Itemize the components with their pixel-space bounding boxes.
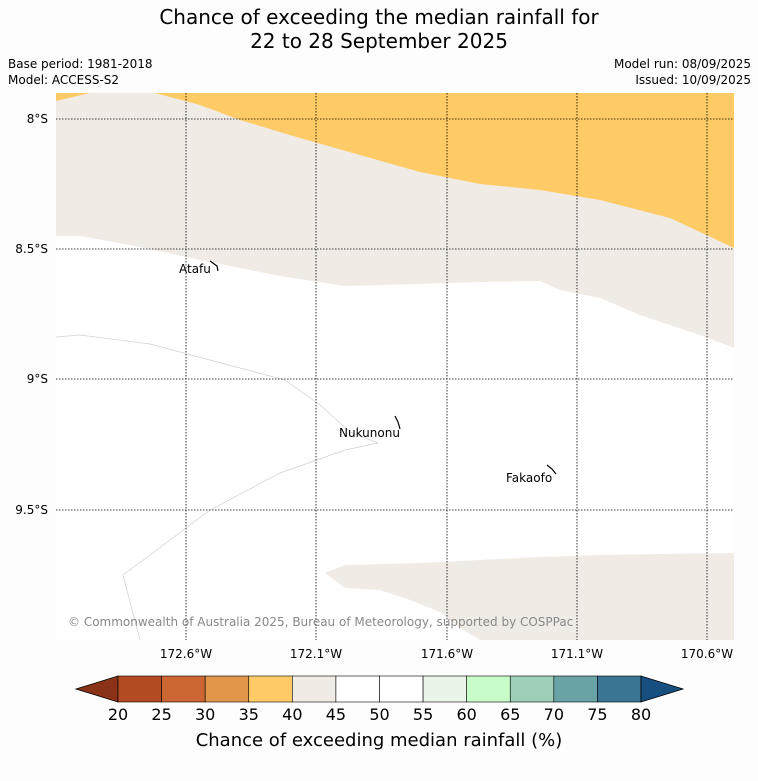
colorbar-tick-label: 80 xyxy=(631,705,651,724)
lon-labels: 172.6°W 172.1°W 171.6°W 171.1°W 170.6°W xyxy=(160,647,733,661)
lat-label-8: 8°S xyxy=(27,112,48,126)
copyright-notice: © Commonwealth of Australia 2025, Bureau… xyxy=(68,615,573,629)
colorbar-tick-label: 55 xyxy=(413,705,433,724)
colorbar-swatch xyxy=(161,675,206,703)
colorbar-tick-label: 20 xyxy=(108,705,128,724)
atafu-island xyxy=(209,260,219,272)
colorbar-tick-label: 45 xyxy=(326,705,346,724)
colorbar-title: Chance of exceeding median rainfall (%) xyxy=(195,730,563,751)
colorbar-swatch xyxy=(204,675,250,703)
colorbar-tick-label: 50 xyxy=(369,705,389,724)
contour-line-1 xyxy=(56,334,379,444)
colorbar: 20 25 30 35 40 45 50 55 60 65 70 75 80 xyxy=(74,675,685,724)
title-line-1: Chance of exceeding the median rainfall … xyxy=(159,5,599,29)
map-area: Atafu Nukunonu Fakaofo © Commonwealth of… xyxy=(56,93,734,640)
colorbar-tick-label: 65 xyxy=(500,705,520,724)
region-35-40-north xyxy=(56,93,734,248)
colorbar-tick-label: 60 xyxy=(456,705,476,724)
colorbar-tick-label: 40 xyxy=(282,705,302,724)
colorbar-tick-label: 30 xyxy=(195,705,215,724)
map-title: Chance of exceeding the median rainfall … xyxy=(0,5,758,53)
colorbar-swatch xyxy=(117,675,162,703)
issued-label: Issued: 10/09/2025 xyxy=(635,73,751,87)
colorbar-tick-label: 35 xyxy=(239,705,259,724)
lon-label-170-6: 170.6°W xyxy=(681,647,733,661)
nukunonu-island xyxy=(394,415,401,430)
place-label-fakaofo: Fakaofo xyxy=(506,471,552,485)
fakaofo-island xyxy=(546,464,557,475)
meta-right: Model run: 08/09/2025 Issued: 10/09/2025 xyxy=(614,56,751,88)
model-label: Model: ACCESS-S2 xyxy=(8,73,120,87)
base-period-label: Base period: 1981-2018 xyxy=(8,57,153,71)
lon-label-172-6: 172.6°W xyxy=(160,647,212,661)
colorbar-swatch xyxy=(335,675,380,703)
colorbar-tick-label: 70 xyxy=(544,705,564,724)
lat-label-8-5: 8.5°S xyxy=(15,242,48,256)
place-label-atafu: Atafu xyxy=(179,262,211,276)
lon-label-171-1: 171.1°W xyxy=(551,647,603,661)
colorbar-tick-label: 75 xyxy=(587,705,607,724)
lon-label-172-1: 172.1°W xyxy=(290,647,342,661)
gridlines xyxy=(56,93,734,640)
colorbar-swatch xyxy=(509,675,555,703)
colorbar-swatch xyxy=(466,675,511,703)
lat-labels: 8°S 8.5°S 9°S 9.5°S xyxy=(15,112,48,517)
meta-left: Base period: 1981-2018 Model: ACCESS-S2 xyxy=(8,56,153,88)
place-label-nukunonu: Nukunonu xyxy=(339,426,400,440)
colorbar-swatch xyxy=(292,675,337,703)
colorbar-swatch xyxy=(422,675,467,703)
lat-label-9: 9°S xyxy=(27,372,48,386)
colorbar-swatch xyxy=(248,675,293,703)
lon-label-171-6: 171.6°W xyxy=(421,647,473,661)
colorbar-swatch xyxy=(553,675,598,703)
lat-label-9-5: 9.5°S xyxy=(15,503,48,517)
model-run-label: Model run: 08/09/2025 xyxy=(613,57,751,71)
title-line-2: 22 to 28 September 2025 xyxy=(250,29,508,53)
colorbar-tick-label: 25 xyxy=(151,705,171,724)
colorbar-under-arrow xyxy=(74,675,119,703)
colorbar-over-arrow xyxy=(640,675,685,703)
region-40-45-south xyxy=(325,553,734,640)
colorbar-swatch xyxy=(597,675,642,703)
colorbar-swatch xyxy=(379,675,424,703)
